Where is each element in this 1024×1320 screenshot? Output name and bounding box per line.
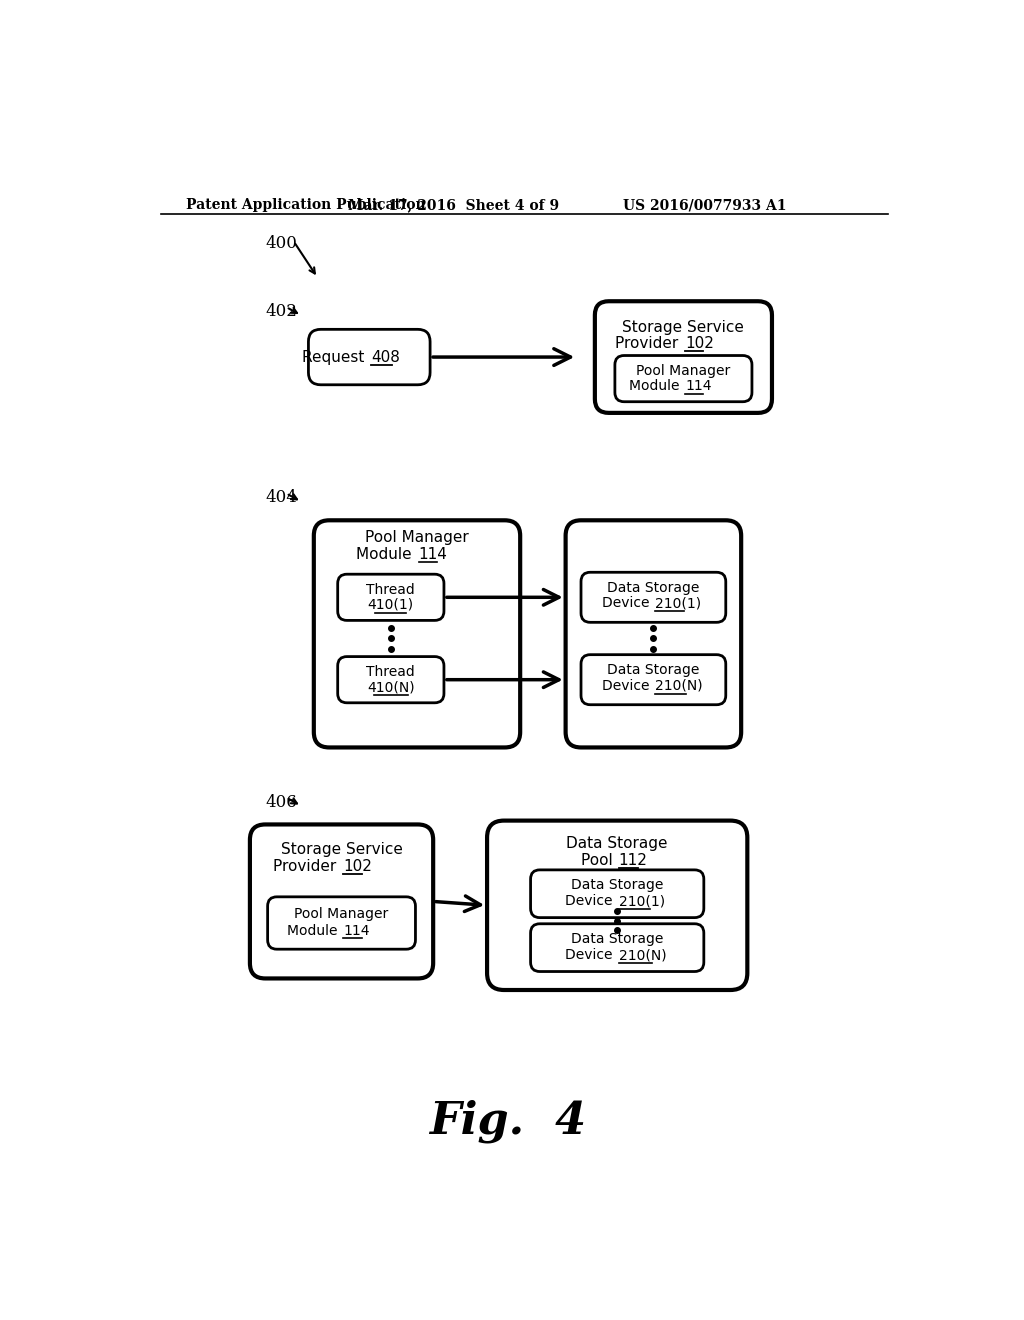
Text: 408: 408 [371,350,399,364]
FancyBboxPatch shape [267,896,416,949]
FancyBboxPatch shape [250,825,433,978]
Text: Module: Module [629,379,683,393]
Text: 210(N): 210(N) [618,948,667,962]
Text: 114: 114 [419,546,447,562]
Text: US 2016/0077933 A1: US 2016/0077933 A1 [624,198,786,213]
FancyBboxPatch shape [565,520,741,747]
Text: Request: Request [302,350,370,364]
Text: 210(1): 210(1) [655,597,701,610]
Text: Device: Device [601,678,653,693]
Text: 102: 102 [343,858,372,874]
Text: 406: 406 [265,793,297,810]
FancyBboxPatch shape [595,301,772,413]
Text: Data Storage: Data Storage [566,836,668,851]
FancyBboxPatch shape [614,355,752,401]
FancyBboxPatch shape [487,821,748,990]
Text: Data Storage: Data Storage [607,664,699,677]
FancyBboxPatch shape [313,520,520,747]
Text: Pool Manager: Pool Manager [366,529,469,545]
Text: Pool Manager: Pool Manager [636,364,730,378]
Text: 400: 400 [265,235,297,252]
FancyBboxPatch shape [338,656,444,702]
Text: Data Storage: Data Storage [571,932,664,946]
Text: 112: 112 [618,853,647,869]
FancyBboxPatch shape [530,924,703,972]
FancyBboxPatch shape [308,330,430,385]
Text: 114: 114 [685,379,712,393]
Text: Data Storage: Data Storage [571,878,664,892]
Text: 410(1): 410(1) [368,598,414,612]
Text: Storage Service: Storage Service [281,842,402,857]
Text: Provider: Provider [273,858,342,874]
Text: Data Storage: Data Storage [607,581,699,595]
Text: Mar. 17, 2016  Sheet 4 of 9: Mar. 17, 2016 Sheet 4 of 9 [348,198,559,213]
Text: 410(N): 410(N) [367,680,415,694]
Text: Device: Device [601,597,653,610]
Text: Patent Application Publication: Patent Application Publication [186,198,426,213]
Text: 210(N): 210(N) [655,678,702,693]
Text: Pool: Pool [581,853,617,869]
FancyBboxPatch shape [338,574,444,620]
Text: 102: 102 [685,335,714,351]
Text: Storage Service: Storage Service [623,321,744,335]
Text: Module: Module [356,546,417,562]
Text: Thread: Thread [367,582,415,597]
Text: Provider: Provider [615,335,683,351]
Text: 402: 402 [265,304,297,321]
Text: Fig.  4: Fig. 4 [429,1100,587,1143]
FancyBboxPatch shape [530,870,703,917]
Text: Device: Device [565,948,617,962]
FancyBboxPatch shape [581,573,726,622]
Text: 114: 114 [343,924,370,937]
Text: 210(1): 210(1) [618,895,665,908]
FancyBboxPatch shape [581,655,726,705]
Text: Module: Module [287,924,342,937]
Text: Device: Device [565,895,617,908]
Text: 404: 404 [265,490,297,507]
Text: Pool Manager: Pool Manager [295,907,389,921]
Text: Thread: Thread [367,665,415,678]
